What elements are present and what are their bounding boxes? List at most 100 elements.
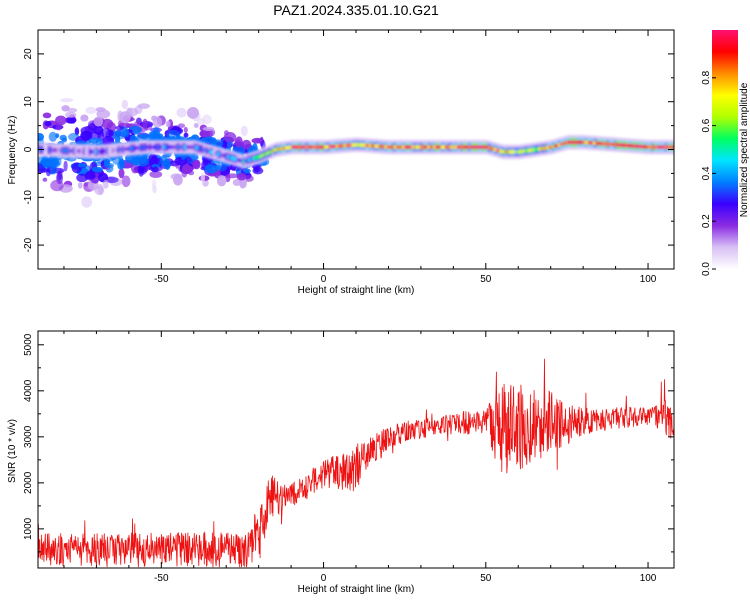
- y-tick-label: 4000: [23, 379, 34, 402]
- ridge-core: [357, 142, 360, 147]
- heatmap-blob: [155, 158, 160, 165]
- ridge-core: [631, 143, 634, 148]
- heatmap-blob: [83, 182, 88, 187]
- ridge-core: [256, 155, 259, 160]
- heatmap-blob: [200, 172, 205, 184]
- heatmap-blob: [48, 131, 58, 142]
- heatmap-blob: [153, 127, 160, 138]
- ridge-core: [263, 152, 266, 157]
- heatmap-blob: [122, 130, 130, 138]
- ridge-core: [59, 148, 62, 153]
- ridge-core: [320, 145, 323, 150]
- spectrogram-xlabel: Height of straight line (km): [298, 285, 415, 296]
- heatmap-blob: [224, 130, 229, 136]
- ridge-core: [386, 145, 389, 149]
- ridge-core: [528, 148, 531, 153]
- ridge-core: [73, 148, 76, 153]
- ridge-core: [415, 145, 418, 150]
- ridge-core: [254, 156, 257, 160]
- heatmap-blob: [142, 118, 148, 129]
- heatmap-blob: [102, 179, 109, 189]
- ridge-core: [589, 140, 592, 145]
- ridge-core: [244, 158, 247, 163]
- ridge-core: [672, 145, 674, 150]
- ridge-core: [526, 148, 529, 153]
- ridge-core: [78, 149, 82, 154]
- ridge-core: [624, 143, 627, 148]
- ridge-core: [94, 149, 97, 154]
- ridge-core: [205, 148, 208, 153]
- spectrogram-ylabel: Frequency (Hz): [7, 116, 18, 185]
- heatmap-blob: [243, 168, 251, 174]
- x-tick-label: -50: [154, 274, 169, 285]
- snr-xlabel: Height of straight line (km): [298, 584, 415, 595]
- ridge-core: [573, 140, 576, 145]
- heatmap-blob: [251, 137, 264, 144]
- heatmap-blob: [192, 159, 201, 170]
- ridge-core: [421, 145, 424, 150]
- ridge-core: [152, 145, 156, 150]
- ridge-core: [659, 145, 662, 150]
- ridge-core: [407, 145, 411, 150]
- ridge-core: [170, 145, 173, 150]
- ridge-core: [559, 142, 562, 147]
- ridge-core: [369, 143, 372, 148]
- ridge-core: [201, 147, 204, 152]
- heatmap-blob: [61, 105, 70, 112]
- ridge-core: [413, 145, 416, 150]
- ridge-core: [458, 145, 461, 150]
- heatmap-blob: [38, 133, 44, 141]
- ridge-core: [425, 145, 428, 150]
- ridge-core: [530, 148, 533, 153]
- ridge-core: [224, 154, 228, 159]
- ridge-core: [98, 149, 101, 154]
- heatmap-blob: [236, 172, 247, 181]
- heatmap-blob: [176, 107, 187, 118]
- ridge-core: [75, 149, 78, 153]
- ridge-core: [376, 144, 379, 149]
- ridge-core: [51, 148, 54, 153]
- ridge-core: [164, 145, 167, 150]
- ridge-core: [645, 144, 648, 149]
- heatmap-blob: [241, 139, 252, 150]
- colorbar-ticks: 0.0 0.2 0.4 0.6 0.8: [701, 70, 716, 276]
- ridge-core: [43, 147, 46, 152]
- ridge-core: [666, 145, 670, 150]
- ridge-core: [536, 147, 539, 152]
- ridge-core: [419, 145, 422, 150]
- heatmap-blob: [137, 103, 150, 109]
- ridge-core: [160, 145, 163, 150]
- ridge-core: [629, 143, 633, 148]
- heatmap-blob: [50, 179, 64, 192]
- ridge-core: [232, 156, 235, 161]
- y-tick-label: -10: [23, 190, 34, 205]
- ridge-core: [349, 143, 352, 148]
- ridge-core: [345, 143, 348, 148]
- ridge-core: [443, 145, 446, 150]
- heatmap-blob: [83, 165, 91, 171]
- ridge-core: [411, 145, 414, 150]
- x-tick-label: 0: [321, 274, 327, 285]
- ridge-core: [491, 146, 494, 151]
- ridge-core: [668, 145, 671, 150]
- ridge-core: [283, 146, 286, 151]
- ridge-core: [339, 143, 342, 148]
- ridge-core: [289, 145, 292, 150]
- ridge-core: [651, 145, 654, 150]
- ridge-core: [534, 147, 537, 152]
- ridge-core: [248, 157, 251, 162]
- ridge-core: [55, 148, 58, 153]
- heatmap-blob: [93, 125, 104, 135]
- heatmap-blob: [42, 177, 48, 182]
- ridge-core: [363, 143, 366, 148]
- ridge-core: [511, 149, 514, 154]
- ridge-core: [571, 140, 574, 145]
- ridge-core: [271, 148, 274, 153]
- ridge-core: [306, 145, 309, 150]
- colorbar-tick-label: 0.6: [701, 118, 712, 132]
- ridge-core: [663, 145, 666, 150]
- heatmap-blob: [121, 175, 131, 188]
- ridge-core: [166, 145, 169, 150]
- ridge-core: [627, 143, 631, 148]
